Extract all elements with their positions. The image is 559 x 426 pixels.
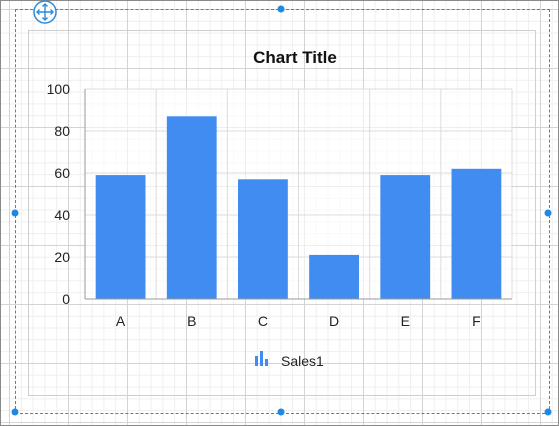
bar-series [95,116,502,299]
plot-gridlines [85,88,513,300]
x-tick-label: D [329,313,339,329]
bar-b[interactable] [166,116,217,299]
x-tick-label: E [401,313,410,329]
bar-a[interactable] [95,175,146,299]
x-tick-label: B [187,313,196,329]
resize-handle-bottom[interactable] [277,408,285,416]
x-tick-label: F [472,313,481,329]
legend: Sales1 [255,351,324,369]
y-axis: 0 20 40 60 80 100 [47,81,86,307]
chart-title: Chart Title [253,48,337,67]
resize-handle-bottom-left[interactable] [11,408,19,416]
bar-chart-icon [255,351,268,366]
x-tick-label: C [258,313,268,329]
x-tick-label: A [116,313,126,329]
bar-f[interactable] [451,168,502,299]
y-tick-label: 100 [47,81,71,97]
legend-label: Sales1 [281,353,324,369]
bar-e[interactable] [380,175,431,299]
resize-handle-right[interactable] [544,209,552,217]
bar-c[interactable] [238,179,288,299]
y-tick-label: 0 [62,291,70,307]
y-tick-label: 60 [54,165,70,181]
resize-handle-top[interactable] [277,5,285,13]
chart-area[interactable] [28,30,536,396]
resize-handle-left[interactable] [11,209,19,217]
y-tick-label: 40 [54,207,70,223]
x-axis: A B C D E F [85,298,512,329]
y-tick-label: 20 [54,249,70,265]
resize-handle-bottom-right[interactable] [544,408,552,416]
move-arrows-icon[interactable] [30,0,60,26]
bar-d[interactable] [309,254,359,299]
y-tick-label: 80 [54,123,70,139]
